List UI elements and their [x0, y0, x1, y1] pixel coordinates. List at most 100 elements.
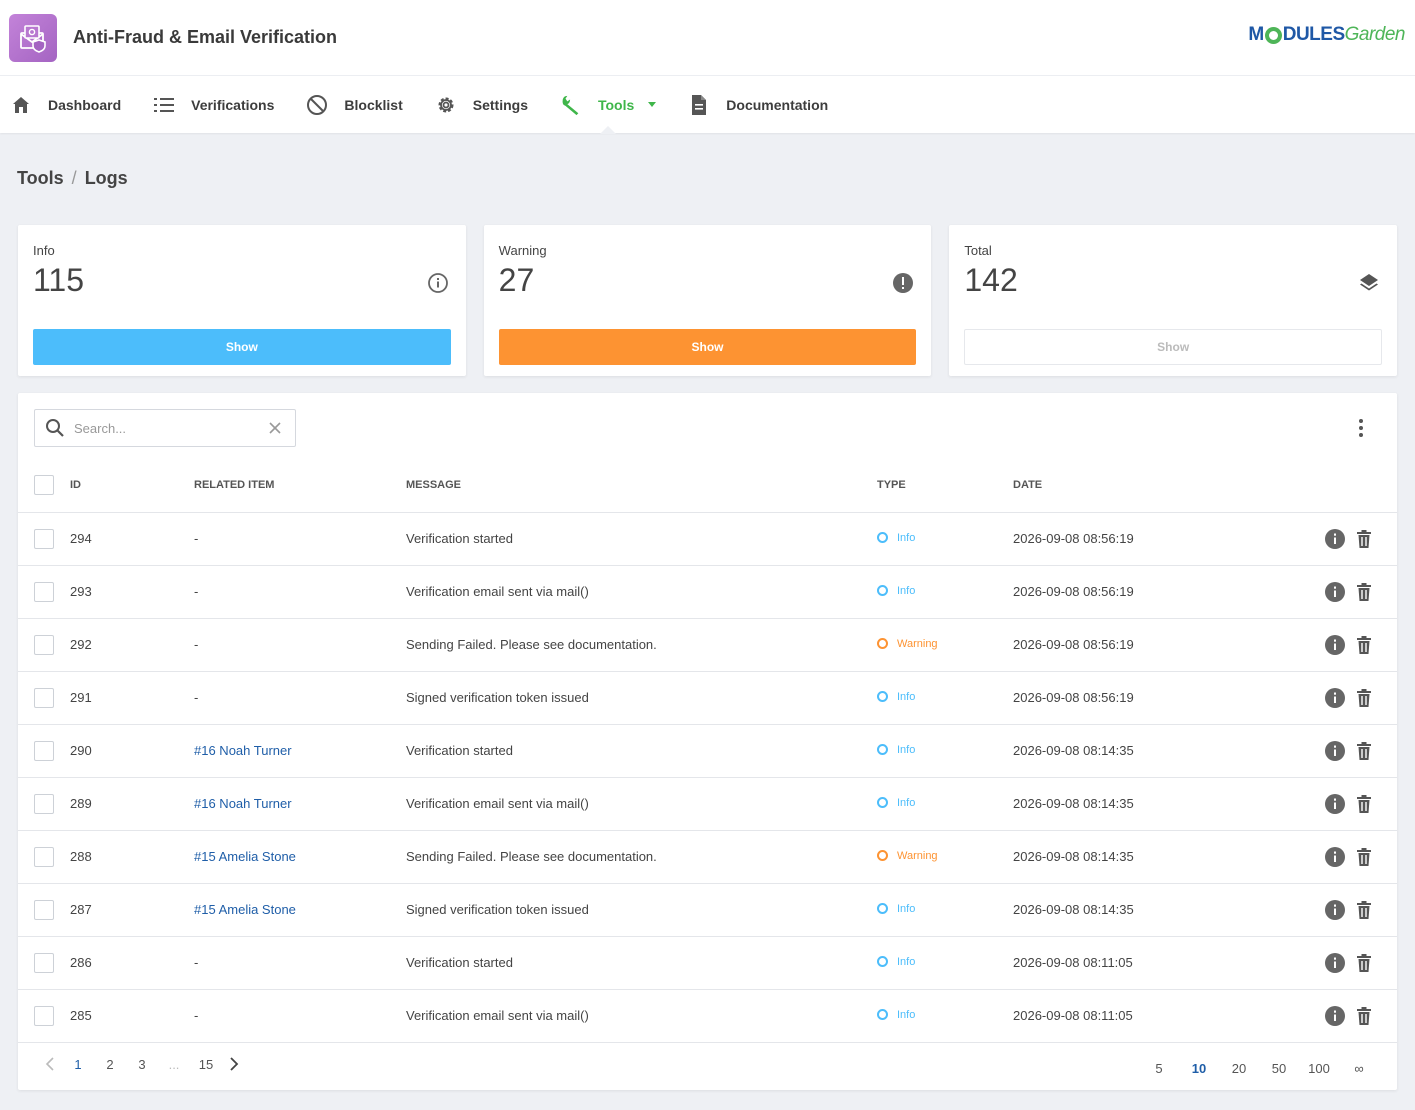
related-item-link[interactable]: #16 Noah Turner: [194, 796, 292, 811]
close-icon[interactable]: [267, 420, 283, 436]
type-badge: Info: [877, 691, 915, 703]
show-total-button[interactable]: Show: [964, 329, 1383, 365]
type-label: Info: [897, 1008, 916, 1021]
page-link[interactable]: 1: [74, 1056, 82, 1072]
trash-icon[interactable]: [1353, 581, 1375, 603]
search-field[interactable]: [34, 409, 296, 447]
type-label: Info: [897, 584, 916, 597]
per-page-option[interactable]: ∞: [1354, 1061, 1364, 1076]
row-related-item: -: [194, 936, 406, 990]
info-icon[interactable]: [1324, 687, 1346, 709]
nav-label: Dashboard: [48, 96, 122, 113]
nav-item-tools[interactable]: Tools: [560, 76, 657, 134]
card-label: Total: [964, 243, 992, 258]
info-icon[interactable]: [1324, 1005, 1346, 1027]
info-icon[interactable]: [1324, 793, 1346, 815]
nav-label: Tools: [597, 96, 635, 113]
nav-item-verifications[interactable]: Verifications: [153, 76, 274, 133]
row-select-cell: [18, 883, 70, 937]
search-input[interactable]: [74, 420, 254, 436]
nav-item-dashboard[interactable]: Dashboard: [10, 76, 121, 133]
info-icon[interactable]: [1324, 952, 1346, 974]
per-page-option[interactable]: 100: [1308, 1061, 1330, 1076]
row-checkbox[interactable]: [34, 1005, 54, 1026]
trash-icon[interactable]: [1353, 846, 1375, 868]
row-checkbox[interactable]: [34, 952, 54, 973]
row-checkbox[interactable]: [34, 581, 54, 602]
type-badge: Info: [877, 585, 915, 597]
trash-icon[interactable]: [1353, 899, 1375, 921]
breadcrumb-section[interactable]: Tools: [17, 168, 64, 188]
info-icon[interactable]: [1324, 899, 1346, 921]
header-id[interactable]: ID: [70, 459, 194, 513]
row-checkbox[interactable]: [34, 846, 54, 867]
row-id: 292: [70, 618, 194, 672]
row-select-cell: [18, 989, 70, 1043]
nav-item-settings[interactable]: Settings: [435, 76, 528, 133]
card-value: 27: [498, 262, 535, 298]
type-label: Info: [897, 796, 916, 809]
trash-icon[interactable]: [1353, 634, 1375, 656]
row-date: 2026-09-08 08:11:05: [1013, 989, 1303, 1043]
header-type[interactable]: Type: [877, 459, 1013, 513]
header-related-item[interactable]: Related Item: [194, 459, 406, 513]
related-item-link[interactable]: #16 Noah Turner: [194, 743, 292, 758]
table-row: 285- Verification email sent via mail() In…: [18, 989, 1397, 1043]
row-date: 2026-09-08 08:56:19: [1013, 565, 1303, 619]
card-label: Warning: [498, 243, 547, 258]
modulesgarden-logo[interactable]: M DULES Garden: [1248, 24, 1405, 46]
row-date: 2026-09-08 08:56:19: [1013, 671, 1303, 725]
row-message: Verification started: [406, 936, 877, 990]
previous-page-icon[interactable]: [38, 1052, 62, 1076]
header-message[interactable]: Message: [406, 459, 877, 513]
trash-icon[interactable]: [1353, 1005, 1375, 1027]
per-page-selector: 5 10 20 50 100 ∞: [1139, 1061, 1379, 1076]
per-page-option[interactable]: 50: [1271, 1061, 1287, 1076]
related-item-link[interactable]: #15 Amelia Stone: [194, 902, 296, 917]
trash-icon[interactable]: [1353, 793, 1375, 815]
show-info-button[interactable]: Show: [33, 329, 451, 365]
page-link[interactable]: 2: [106, 1056, 114, 1072]
trash-icon[interactable]: [1353, 952, 1375, 974]
brand-text-m: M: [1248, 24, 1264, 45]
nav-label: Blocklist: [344, 96, 403, 113]
row-id: 294: [70, 512, 194, 566]
row-checkbox[interactable]: [34, 899, 54, 920]
row-checkbox[interactable]: [34, 687, 54, 708]
info-icon[interactable]: [1324, 846, 1346, 868]
page-link[interactable]: 3: [138, 1056, 146, 1072]
next-page-icon[interactable]: [222, 1052, 246, 1076]
type-badge: Info: [877, 903, 915, 915]
row-checkbox[interactable]: [34, 740, 54, 761]
card-label: Info: [33, 243, 55, 258]
show-warning-button[interactable]: Show: [498, 329, 917, 365]
row-select-cell: [18, 565, 70, 619]
per-page-option[interactable]: 5: [1155, 1061, 1163, 1076]
row-related-item: #16 Noah Turner: [194, 724, 406, 778]
info-icon[interactable]: [1324, 528, 1346, 550]
row-checkbox[interactable]: [34, 528, 54, 549]
row-related-item: -: [194, 565, 406, 619]
page-link[interactable]: 15: [198, 1056, 214, 1072]
row-id: 285: [70, 989, 194, 1043]
select-all-checkbox[interactable]: [34, 475, 54, 496]
type-dot-icon: [877, 850, 888, 861]
nav-item-blocklist[interactable]: Blocklist: [306, 76, 403, 133]
nav-item-documentation[interactable]: Documentation: [688, 76, 828, 133]
info-icon[interactable]: [1324, 581, 1346, 603]
row-checkbox[interactable]: [34, 793, 54, 814]
trash-icon[interactable]: [1353, 740, 1375, 762]
more-options-icon[interactable]: [1358, 419, 1364, 437]
info-icon[interactable]: [1324, 740, 1346, 762]
table-header-row: ID Related Item Message Type Date: [18, 459, 1397, 513]
info-icon[interactable]: [1324, 634, 1346, 656]
per-page-option[interactable]: 20: [1231, 1061, 1247, 1076]
trash-icon[interactable]: [1353, 528, 1375, 550]
row-type: Info: [877, 512, 1013, 566]
related-item-link[interactable]: #15 Amelia Stone: [194, 849, 296, 864]
row-related-item: -: [194, 671, 406, 725]
row-checkbox[interactable]: [34, 634, 54, 655]
trash-icon[interactable]: [1353, 687, 1375, 709]
per-page-option[interactable]: 10: [1191, 1061, 1207, 1076]
header-date[interactable]: Date: [1013, 459, 1303, 513]
